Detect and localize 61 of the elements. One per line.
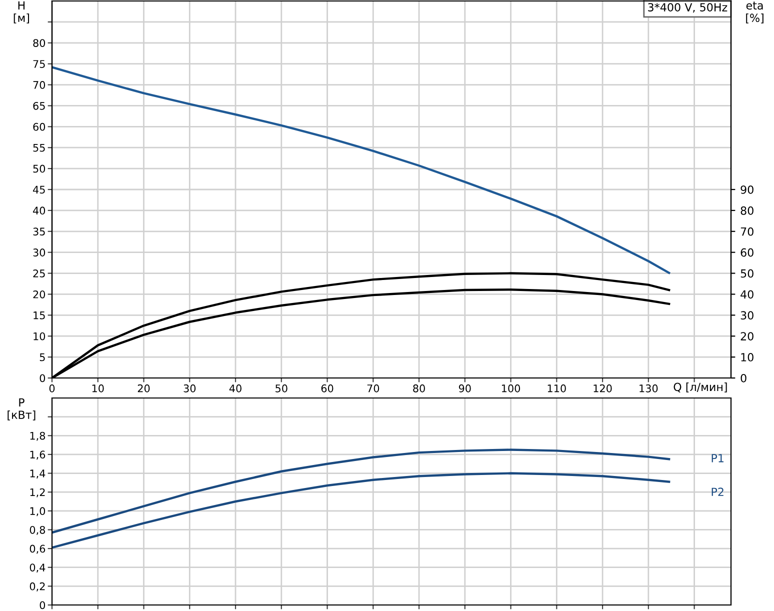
- y-tick-label: 55: [33, 144, 45, 152]
- y-tick-label: 0: [40, 374, 46, 382]
- x-tick-label: 10: [92, 384, 104, 392]
- y2-tick-label: 50: [740, 269, 754, 278]
- y-tick-label: 15: [34, 312, 45, 320]
- y-tick-label: 25: [33, 270, 45, 278]
- y-tick-label: 5: [40, 353, 45, 362]
- y-tick-label: 1,2: [30, 488, 45, 498]
- y-tick-label: 1,6: [30, 450, 46, 460]
- line-series: [52, 448, 670, 534]
- y-tick-label: 40: [33, 206, 46, 215]
- text: P1: [712, 454, 724, 462]
- y-tick-label: 35: [33, 228, 45, 236]
- x-tick-label: 40: [229, 384, 242, 392]
- y-tick-label: 50: [33, 164, 46, 173]
- x-tick-label: 30: [184, 384, 196, 392]
- x-tick-label: 110: [548, 384, 566, 392]
- y-tick-label: 70: [33, 81, 46, 89]
- x-tick-label: 80: [413, 384, 425, 392]
- y2-tick-label: 90: [740, 185, 754, 194]
- y-tick-label: 0,6: [30, 544, 46, 554]
- x-tick-label: 60: [321, 384, 334, 392]
- y-tick-label: 1,0: [30, 507, 46, 516]
- y-tick-label: 30: [33, 248, 46, 256]
- x-tick-label: 100: [502, 384, 520, 392]
- line-series: [52, 66, 670, 274]
- y-axis-title: P [кВт]: [8, 398, 36, 420]
- y-tick-label: 45: [33, 186, 45, 194]
- y-tick-label: 20: [33, 290, 46, 298]
- y-tick-label: 1,8: [30, 432, 46, 441]
- line-series: [52, 472, 670, 549]
- y2-tick-label: 80: [740, 206, 754, 215]
- y-tick-label: 0,8: [30, 526, 46, 535]
- x-tick-label: 120: [594, 384, 612, 392]
- y2-axis-title: eta [%]: [746, 2, 764, 24]
- x-tick-label: 130: [640, 384, 658, 392]
- y-tick-label: 75: [33, 60, 45, 68]
- y2-tick-label: 0: [740, 374, 746, 382]
- y-axis-title: H [м]: [14, 1, 30, 24]
- x-tick-label: 20: [138, 384, 150, 392]
- y2-tick-label: 70: [740, 227, 754, 236]
- y-tick-label: 0,4: [30, 564, 46, 573]
- y2-tick-label: 40: [740, 290, 754, 299]
- y-tick-label: 80: [33, 39, 46, 47]
- y-tick-label: 60: [33, 122, 46, 131]
- y-tick-label: 65: [33, 102, 45, 110]
- x-axis-title: Q [л/мин]: [674, 382, 727, 392]
- x-tick-label: 70: [367, 384, 380, 392]
- y-tick-label: 0,2: [30, 582, 45, 592]
- y-tick-label: 1,4: [30, 470, 46, 478]
- y-tick-label: 0: [40, 601, 46, 610]
- y2-tick-label: 60: [740, 248, 754, 257]
- y-tick-label: 10: [34, 332, 46, 340]
- x-tick-label: 90: [458, 384, 471, 392]
- y2-tick-label: 20: [740, 332, 754, 340]
- annotation: 3*400 V, 50Hz: [648, 3, 728, 13]
- y2-tick-label: 30: [740, 311, 754, 320]
- y2-tick-label: 10: [741, 353, 754, 362]
- x-tick-label: 50: [276, 384, 288, 392]
- text: P2: [712, 488, 724, 496]
- x-tick-label: 0: [49, 384, 55, 392]
